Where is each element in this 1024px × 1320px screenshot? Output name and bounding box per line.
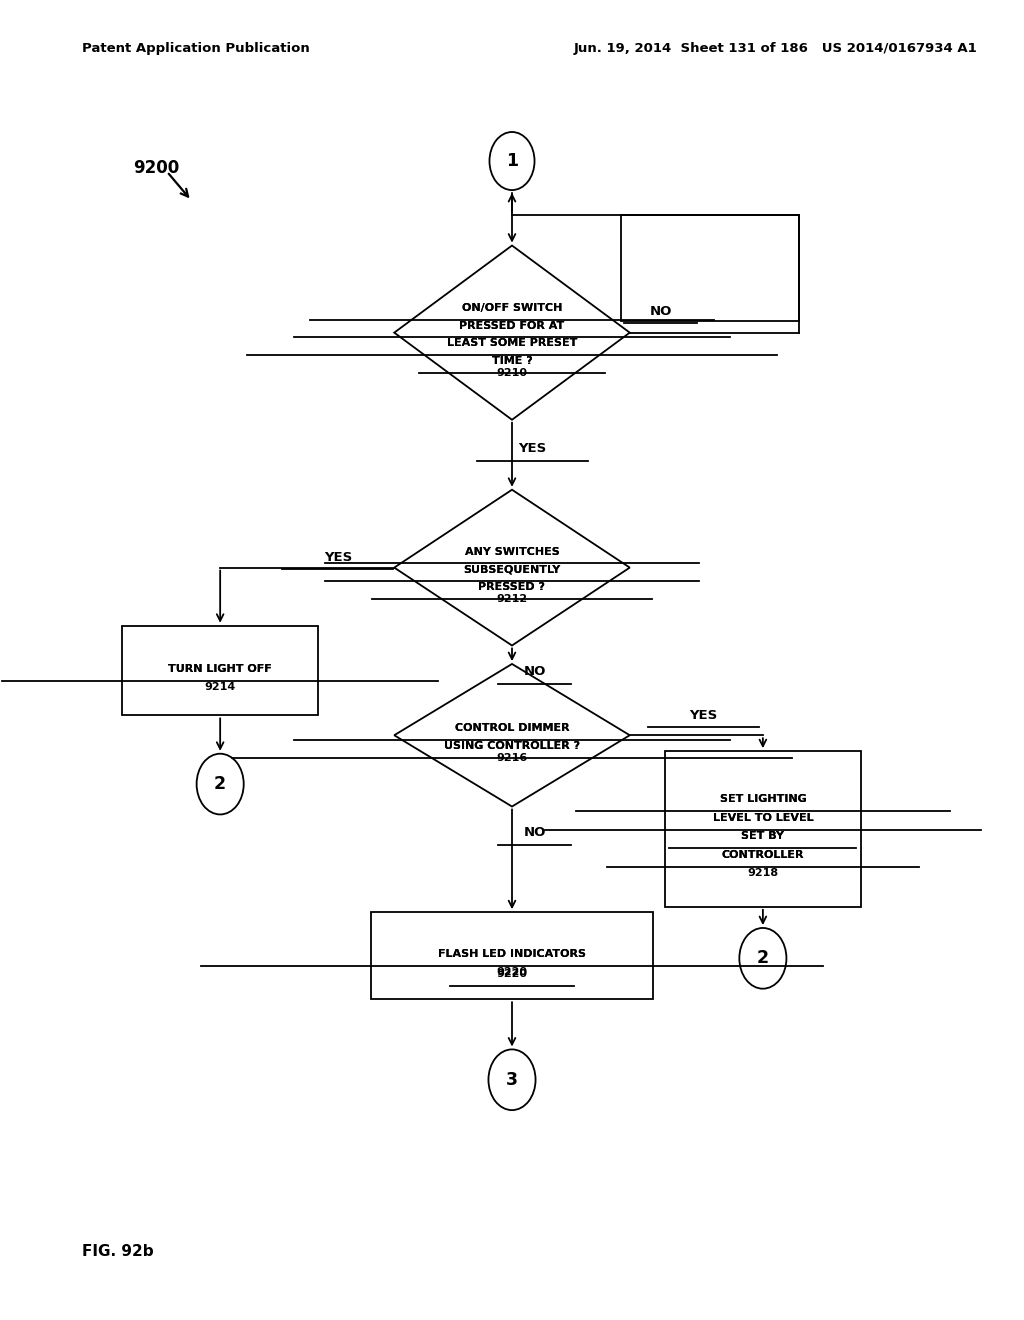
Text: SET LIGHTING: SET LIGHTING	[720, 795, 806, 804]
Text: Patent Application Publication: Patent Application Publication	[82, 42, 309, 55]
Text: CONTROLLER: CONTROLLER	[722, 850, 804, 859]
Text: USING CONTROLLER ?: USING CONTROLLER ?	[444, 741, 580, 751]
Text: ON/OFF SWITCH: ON/OFF SWITCH	[462, 302, 562, 313]
Text: TURN LIGHT OFF: TURN LIGHT OFF	[168, 664, 272, 673]
Text: SUBSEQUENTLY: SUBSEQUENTLY	[464, 565, 560, 574]
Text: 9214: 9214	[205, 682, 236, 692]
Text: SET LIGHTING: SET LIGHTING	[720, 795, 806, 804]
Text: LEAST SOME PRESET: LEAST SOME PRESET	[446, 338, 578, 348]
Text: CONTROL DIMMER: CONTROL DIMMER	[455, 723, 569, 733]
Text: FIG. 92b: FIG. 92b	[82, 1243, 154, 1259]
Text: SET BY: SET BY	[741, 832, 784, 841]
Text: YES: YES	[518, 442, 547, 455]
Text: NO: NO	[523, 826, 546, 840]
Text: SUBSEQUENTLY: SUBSEQUENTLY	[464, 565, 560, 574]
Text: 9216: 9216	[497, 752, 527, 763]
Text: PRESSED FOR AT: PRESSED FOR AT	[460, 321, 564, 330]
Text: LEVEL TO LEVEL: LEVEL TO LEVEL	[713, 813, 813, 822]
Text: ANY SWITCHES: ANY SWITCHES	[465, 546, 559, 557]
Text: CONTROL DIMMER: CONTROL DIMMER	[455, 723, 569, 733]
Text: 9212: 9212	[497, 594, 527, 603]
Text: SET BY: SET BY	[741, 832, 784, 841]
Text: YES: YES	[689, 709, 718, 722]
Text: NO: NO	[649, 305, 672, 318]
Text: TIME ?: TIME ?	[492, 356, 532, 366]
Text: ANY SWITCHES: ANY SWITCHES	[465, 546, 559, 557]
Text: 2: 2	[757, 949, 769, 968]
Text: 2: 2	[214, 775, 226, 793]
Text: 9210: 9210	[497, 368, 527, 378]
Text: YES: YES	[324, 550, 352, 564]
Text: 1: 1	[506, 152, 518, 170]
Text: Jun. 19, 2014  Sheet 131 of 186   US 2014/0167934 A1: Jun. 19, 2014 Sheet 131 of 186 US 2014/0…	[574, 42, 978, 55]
Text: LEAST SOME PRESET: LEAST SOME PRESET	[446, 338, 578, 348]
Text: CONTROLLER: CONTROLLER	[722, 850, 804, 859]
Text: PRESSED ?: PRESSED ?	[478, 582, 546, 593]
Text: PRESSED FOR AT: PRESSED FOR AT	[460, 321, 564, 330]
Text: TIME ?: TIME ?	[492, 356, 532, 366]
Text: PRESSED ?: PRESSED ?	[478, 582, 546, 593]
Text: 9220: 9220	[497, 968, 527, 977]
Text: NO: NO	[523, 665, 546, 678]
Text: LEVEL TO LEVEL: LEVEL TO LEVEL	[713, 813, 813, 822]
Text: USING CONTROLLER ?: USING CONTROLLER ?	[444, 741, 580, 751]
Text: FLASH LED INDICATORS: FLASH LED INDICATORS	[438, 949, 586, 958]
Text: 9220: 9220	[497, 969, 527, 979]
Text: TURN LIGHT OFF: TURN LIGHT OFF	[168, 664, 272, 673]
Text: FLASH LED INDICATORS: FLASH LED INDICATORS	[438, 949, 586, 958]
Text: ON/OFF SWITCH: ON/OFF SWITCH	[462, 302, 562, 313]
Text: 9218: 9218	[748, 869, 778, 878]
Text: 3: 3	[506, 1071, 518, 1089]
Text: 9200: 9200	[133, 158, 179, 177]
